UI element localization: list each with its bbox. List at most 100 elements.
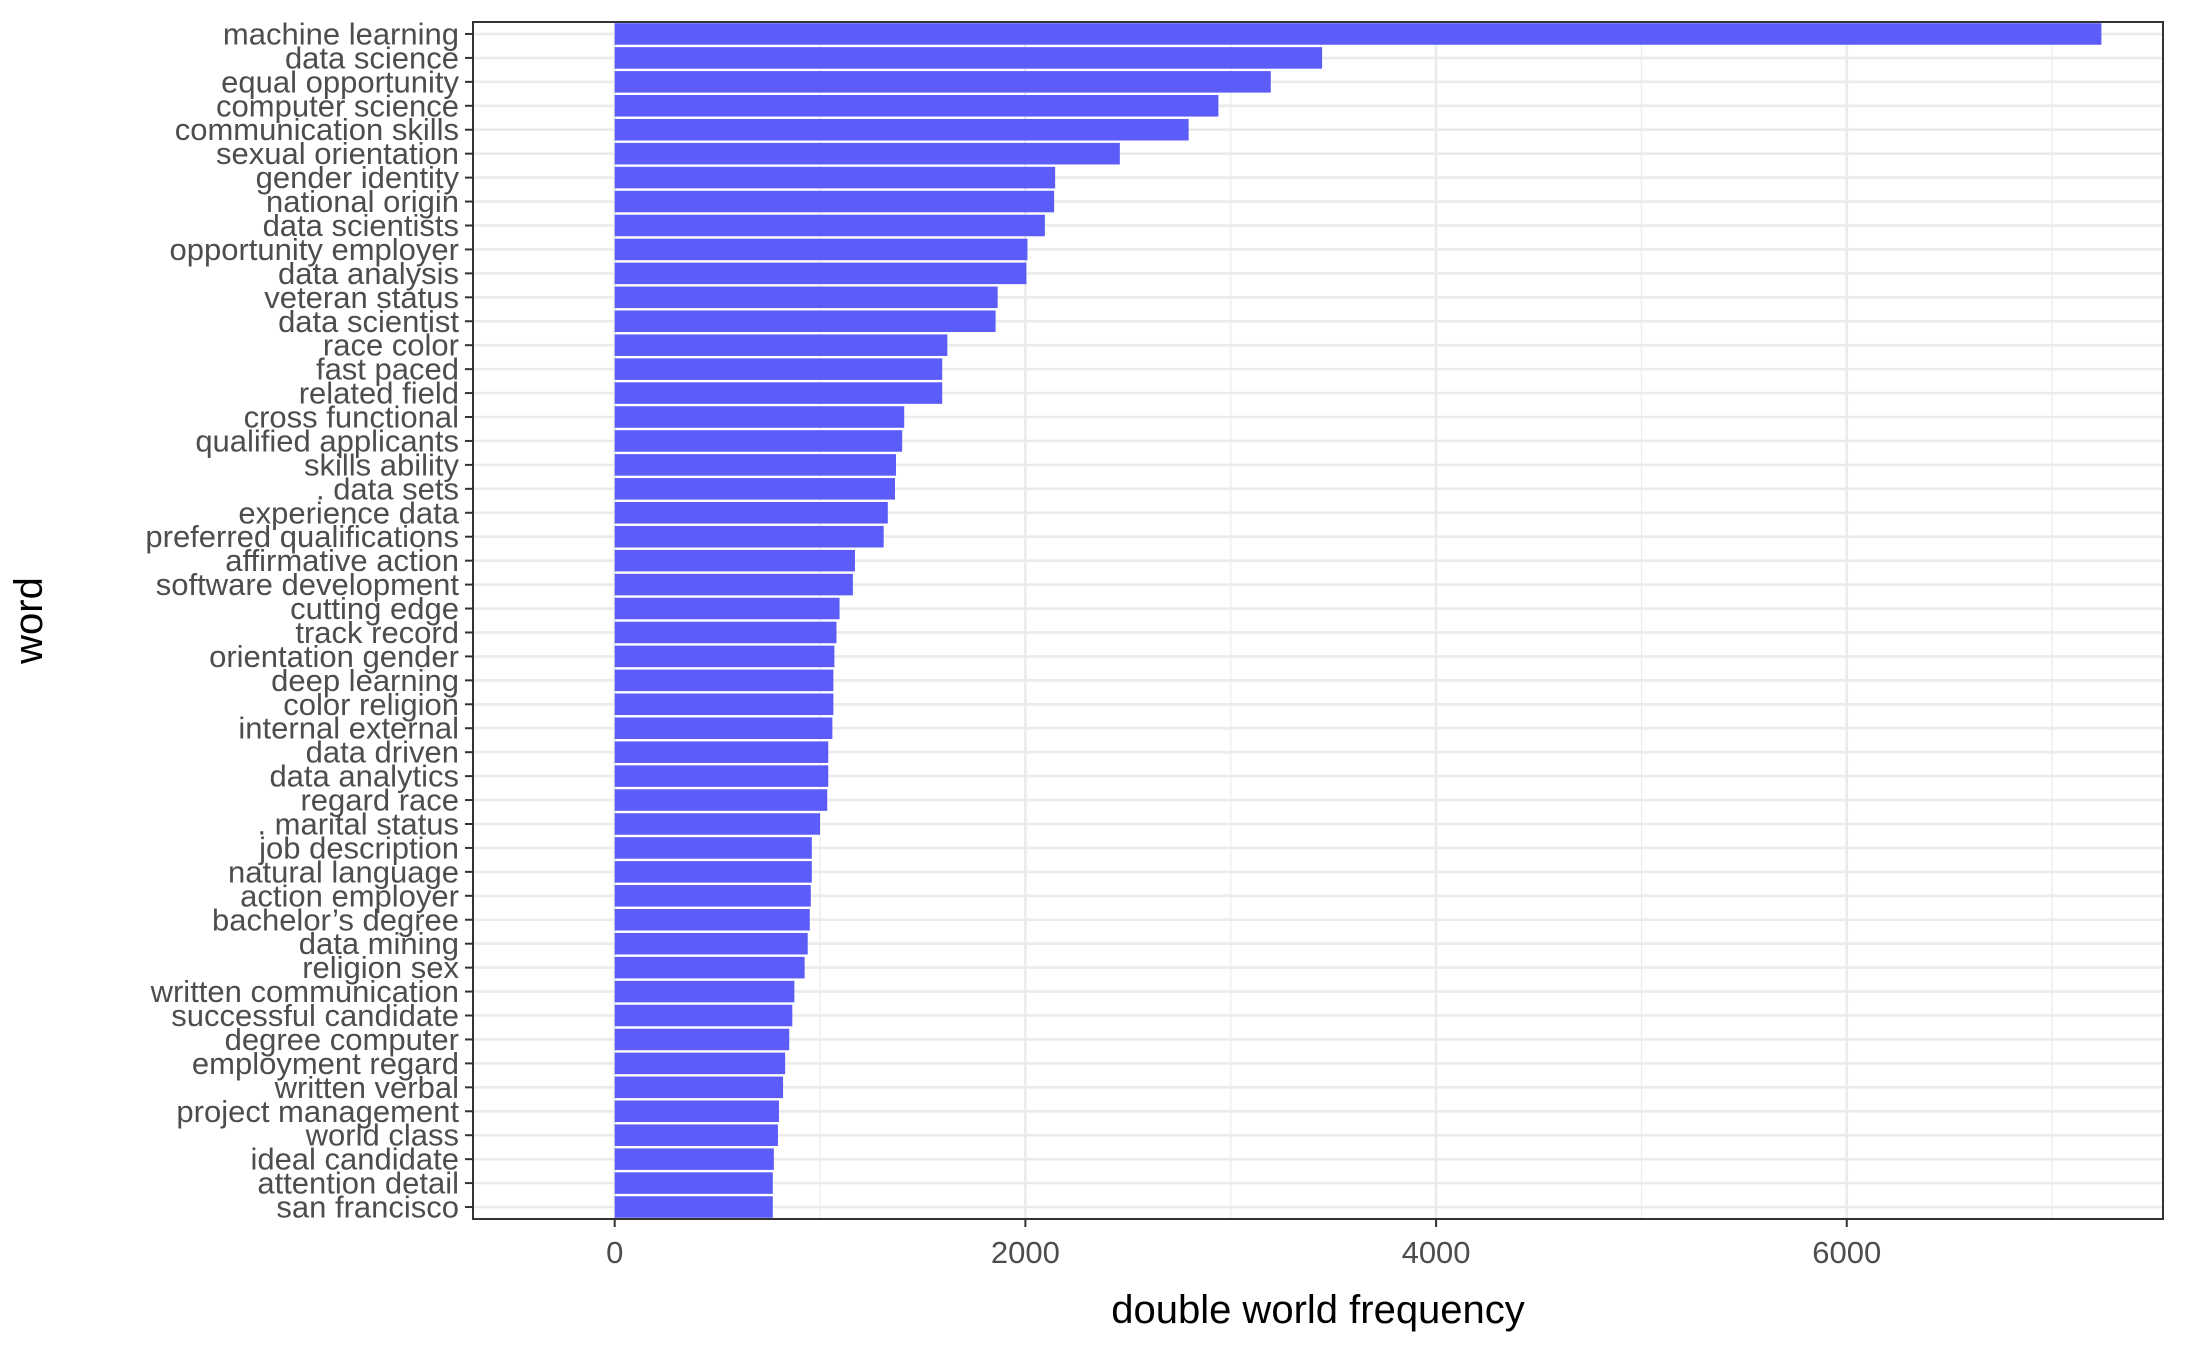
- y-tick-label: equal opportunity: [221, 64, 459, 99]
- bar: [614, 789, 828, 811]
- x-tick-label: 6000: [1812, 1235, 1881, 1270]
- bar: [614, 1148, 774, 1170]
- bar: [614, 1124, 778, 1146]
- bar: [614, 885, 811, 907]
- bar: [614, 669, 834, 692]
- bar: [614, 549, 855, 572]
- bar: [614, 190, 1055, 213]
- y-tick-label: employment regard: [192, 1046, 459, 1081]
- y-tick-label: successful candidate: [171, 998, 459, 1033]
- y-tick-label: degree computer: [225, 1022, 459, 1057]
- bar: [614, 861, 812, 883]
- bar: [614, 71, 1271, 93]
- bar: [614, 286, 998, 309]
- y-tick-label: computer science: [216, 88, 459, 123]
- bar: [614, 238, 1028, 261]
- bar: [614, 1052, 786, 1075]
- y-tick-label: skills ability: [304, 447, 460, 482]
- y-tick-label: bachelor’s degree: [212, 902, 459, 937]
- y-tick-label: . data sets: [316, 471, 459, 506]
- bar: [614, 1076, 784, 1099]
- bar: [614, 214, 1045, 237]
- y-tick-label: data scientist: [278, 304, 459, 339]
- bar: [614, 1028, 790, 1051]
- y-tick-label: color religion: [283, 687, 459, 722]
- bar: [614, 956, 805, 979]
- y-tick-label: san francisco: [276, 1190, 459, 1225]
- bar: [614, 741, 829, 763]
- y-tick-label: job description: [258, 830, 459, 865]
- bar: [614, 813, 821, 835]
- x-tick-label: 4000: [1402, 1235, 1471, 1270]
- bar: [614, 980, 795, 1003]
- bar: [614, 406, 905, 428]
- bar: [614, 262, 1027, 285]
- y-tick-label: related field: [299, 376, 459, 411]
- bar: [614, 1196, 773, 1218]
- y-tick-label: orientation gender: [209, 639, 459, 674]
- y-tick-label: world class: [305, 1118, 459, 1153]
- bar: [614, 573, 853, 596]
- y-tick-label: natural language: [228, 854, 459, 889]
- bar: [614, 23, 2102, 45]
- y-tick-label: veteran status: [264, 280, 459, 315]
- bar: [614, 1172, 773, 1194]
- bar: [614, 645, 835, 668]
- panel-border: [472, 21, 2164, 1220]
- y-tick-label: written communication: [150, 974, 459, 1009]
- x-tick-label: 0: [606, 1235, 623, 1270]
- bar: [614, 430, 903, 452]
- y-tick-label: data analytics: [269, 759, 459, 794]
- bar: [614, 334, 948, 356]
- y-tick-label: cutting edge: [290, 591, 459, 626]
- y-tick-label: preferred qualifications: [145, 519, 459, 554]
- y-tick-label: data analysis: [278, 256, 459, 291]
- bar: [614, 1100, 779, 1123]
- bar: [614, 142, 1120, 165]
- bar: [614, 693, 834, 716]
- y-tick-label: national origin: [266, 184, 459, 219]
- bar: [614, 478, 895, 500]
- y-tick-label: track record: [295, 615, 459, 650]
- bar: [614, 454, 897, 476]
- bar: [614, 765, 829, 787]
- y-tick-label: data mining: [299, 926, 459, 961]
- x-axis: 0 2000 4000 6000: [606, 1219, 1881, 1270]
- bar: [614, 166, 1056, 189]
- y-tick-label: software development: [156, 567, 460, 602]
- y-tick-label: ideal candidate: [250, 1142, 459, 1177]
- x-tick-label: 2000: [991, 1235, 1060, 1270]
- bar: [614, 837, 812, 859]
- bar: [614, 501, 888, 524]
- bar: [614, 525, 884, 548]
- y-tick-label: experience data: [238, 495, 459, 530]
- y-tick-label: fast paced: [316, 352, 459, 387]
- y-tick-label: affirmative action: [225, 543, 459, 578]
- bar: [614, 621, 837, 644]
- y-tick-label: deep learning: [271, 663, 459, 698]
- bar: [614, 382, 943, 404]
- y-tick-label: gender identity: [256, 160, 460, 195]
- y-tick-label: . marital status: [257, 806, 459, 841]
- bar: [614, 932, 808, 955]
- bar: [614, 310, 996, 333]
- bar: [614, 118, 1189, 141]
- x-axis-title: double world frequency: [1111, 1288, 1525, 1332]
- y-tick-label: sexual orientation: [216, 136, 459, 171]
- y-tick-label: qualified applicants: [195, 423, 459, 458]
- bar: [614, 597, 840, 620]
- y-tick-label: communication skills: [175, 112, 459, 147]
- bar: [614, 908, 810, 931]
- bar: [614, 358, 943, 380]
- y-tick-label: data science: [285, 40, 459, 75]
- y-tick-label: religion sex: [302, 950, 459, 985]
- y-tick-label: opportunity employer: [170, 232, 460, 267]
- y-tick-label: regard race: [300, 783, 459, 818]
- y-tick-label: project management: [176, 1094, 459, 1129]
- y-tick-label: machine learning: [223, 16, 459, 51]
- y-tick-label: data scientists: [263, 208, 459, 243]
- y-tick-label: action employer: [240, 878, 459, 913]
- y-tick-label: internal external: [238, 711, 459, 746]
